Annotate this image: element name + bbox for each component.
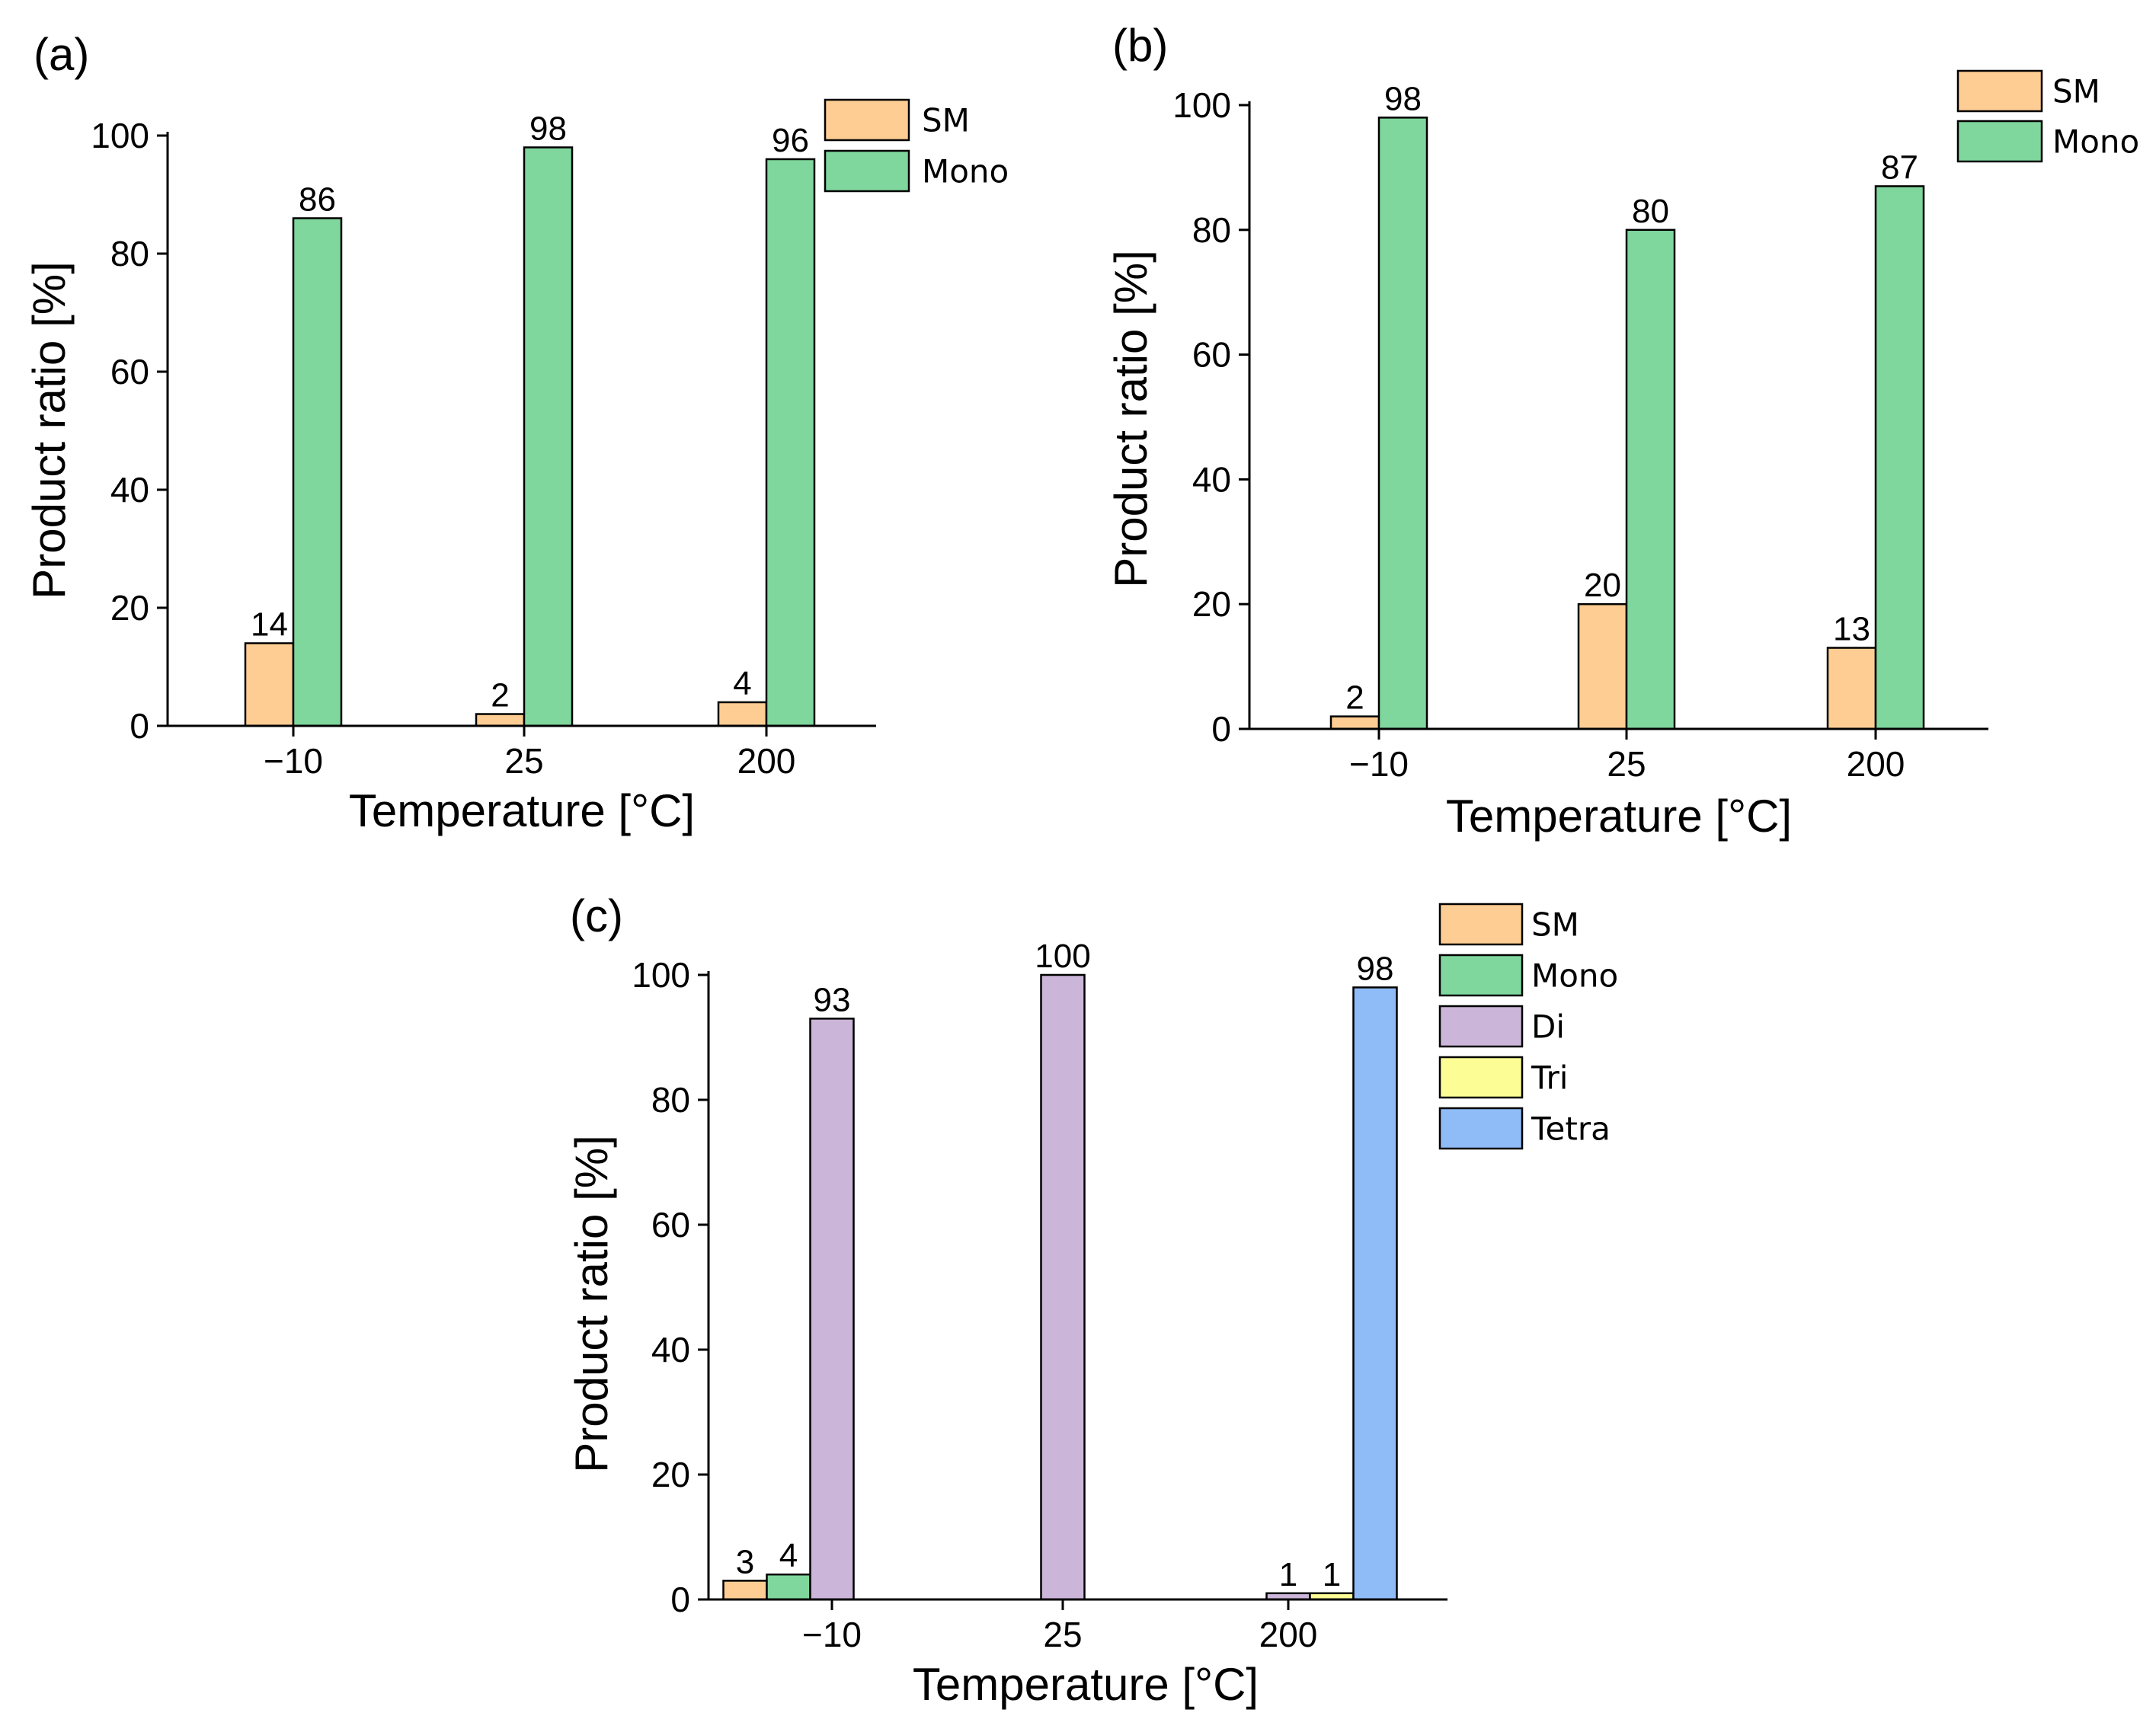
- y-tick-label: 60: [651, 1205, 690, 1245]
- legend-label: Mono: [922, 153, 1009, 190]
- y-tick-label: 80: [651, 1080, 690, 1120]
- panel-label: (b): [1112, 20, 1168, 71]
- bar-value-label: 98: [1384, 80, 1422, 117]
- x-tick-label: −10: [802, 1615, 862, 1654]
- bar-mono-0: [292, 217, 343, 727]
- legend-swatch-sm: [824, 98, 910, 142]
- panel-label: (a): [34, 29, 89, 80]
- x-tick-label: −10: [1349, 744, 1409, 784]
- chart-panel-1: (b) 2 20 13 98 80 87 0 20 40 60 80 100 −10 25 200 Temper…: [1105, 20, 2139, 842]
- x-tick-label: 25: [504, 741, 543, 781]
- y-tick-label: 40: [1192, 459, 1231, 499]
- y-tick-label: 0: [670, 1580, 690, 1619]
- x-tick-label: 200: [1847, 744, 1905, 784]
- y-axis-title: Product ratio [%]: [566, 1135, 617, 1473]
- chart-panel-0: (a) 14 2 4 86 98 96 0 20 40 60 80 100 −10 25 200 Tempera…: [24, 29, 1009, 836]
- panel-label: (c): [570, 890, 623, 941]
- bar-value-label: 13: [1833, 611, 1870, 648]
- y-tick-label: 0: [1211, 709, 1231, 749]
- y-tick-label: 80: [110, 234, 149, 273]
- bar-value-label: 4: [733, 665, 751, 702]
- legend-swatch-tri: [1438, 1056, 1524, 1099]
- legend-label: Di: [1531, 1008, 1565, 1046]
- bar-value-label: 100: [1035, 938, 1090, 975]
- x-tick-label: 25: [1607, 744, 1646, 784]
- bar-value-label: 1: [1323, 1556, 1341, 1593]
- bar-di-1: [1040, 973, 1086, 1601]
- bar-sm-0: [1329, 715, 1380, 730]
- y-tick-label: 20: [110, 588, 149, 628]
- x-tick-label: 25: [1043, 1615, 1082, 1654]
- legend-swatch-sm: [1438, 903, 1524, 946]
- bar-sm-2: [1826, 647, 1877, 730]
- x-axis-title: Temperature [°C]: [349, 785, 695, 836]
- bar-value-label: 96: [772, 122, 809, 159]
- y-tick-label: 80: [1192, 210, 1231, 250]
- bar-sm-0: [722, 1580, 768, 1601]
- bar-value-label: 2: [491, 677, 509, 714]
- legend-label: SM: [2052, 73, 2100, 110]
- y-tick-label: 60: [1192, 335, 1231, 375]
- x-axis-title: Temperature [°C]: [913, 1659, 1259, 1710]
- bar-mono-2: [1874, 185, 1925, 730]
- legend-label: Mono: [2052, 123, 2139, 161]
- chart-panel-2: (c) 3 4 93 100 1 1 98 0 20 40 60 80 100 −10 25 200Temper…: [566, 890, 1618, 1710]
- bar-value-label: 93: [814, 981, 851, 1018]
- bar-value-label: 98: [1357, 950, 1394, 987]
- bar-mono-0: [766, 1573, 811, 1601]
- y-axis-title: Product ratio [%]: [24, 261, 75, 599]
- bar-value-label: 2: [1345, 679, 1364, 717]
- x-tick-label: 200: [1259, 1615, 1318, 1654]
- bar-di-0: [809, 1018, 855, 1601]
- y-tick-label: 20: [651, 1455, 690, 1494]
- y-tick-label: 100: [632, 955, 690, 995]
- bar-value-label: 14: [251, 606, 288, 644]
- bar-sm-0: [244, 642, 295, 727]
- y-tick-label: 100: [91, 116, 149, 155]
- y-tick-label: 60: [110, 352, 149, 391]
- bar-mono-0: [1377, 117, 1428, 730]
- legend-label: Mono: [1531, 957, 1618, 995]
- bar-mono-2: [765, 158, 816, 727]
- y-tick-label: 40: [110, 470, 149, 510]
- legend-swatch-di: [1438, 1005, 1524, 1048]
- bar-value-label: 4: [779, 1537, 798, 1574]
- legend-swatch-sm: [1956, 69, 2043, 113]
- legend-swatch-mono: [824, 149, 910, 193]
- y-tick-label: 0: [130, 706, 149, 746]
- bar-value-label: 20: [1584, 567, 1621, 604]
- legend-label: Tetra: [1531, 1110, 1611, 1148]
- legend-label: SM: [922, 102, 970, 139]
- y-tick-label: 100: [1172, 85, 1231, 125]
- bar-value-label: 3: [736, 1543, 754, 1580]
- bar-tetra-2: [1352, 986, 1398, 1601]
- x-tick-label: 200: [737, 741, 796, 781]
- legend-swatch-tetra: [1438, 1107, 1524, 1150]
- bar-value-label: 1: [1279, 1556, 1297, 1593]
- bar-sm-2: [717, 701, 768, 727]
- y-axis-title: Product ratio [%]: [1105, 250, 1156, 588]
- bar-sm-1: [475, 713, 526, 727]
- bar-mono-1: [523, 146, 574, 727]
- bar-value-label: 86: [299, 181, 336, 219]
- legend-swatch-mono: [1438, 954, 1524, 997]
- legend-label: Tri: [1531, 1059, 1568, 1097]
- bar-value-label: 87: [1881, 149, 1918, 186]
- x-axis-title: Temperature [°C]: [1446, 791, 1792, 842]
- bar-sm-1: [1577, 602, 1628, 730]
- y-tick-label: 20: [1192, 584, 1231, 624]
- bar-value-label: 80: [1632, 193, 1669, 230]
- legend-swatch-mono: [1956, 120, 2043, 163]
- legend-label: SM: [1531, 906, 1579, 944]
- x-tick-label: −10: [264, 741, 323, 781]
- y-tick-label: 40: [651, 1330, 690, 1369]
- bar-mono-1: [1625, 228, 1676, 730]
- bar-value-label: 98: [529, 110, 567, 148]
